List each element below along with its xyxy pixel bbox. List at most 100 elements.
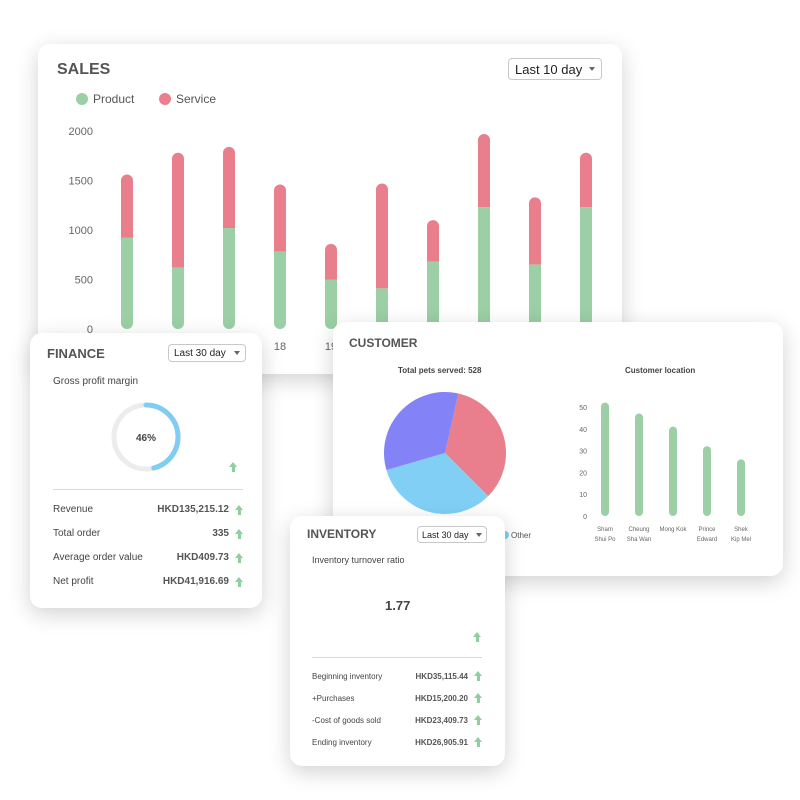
sales-bar[interactable] bbox=[376, 183, 388, 329]
trend-up-icon bbox=[473, 632, 481, 642]
y-tick-label: 30 bbox=[579, 449, 587, 456]
finance-card: FINANCE Last 30 day Gross profit margin … bbox=[30, 333, 262, 608]
location-bar[interactable] bbox=[703, 446, 711, 516]
location-bar[interactable] bbox=[669, 426, 677, 516]
finance-row-label: Revenue bbox=[53, 504, 94, 515]
trend-up-icon bbox=[229, 462, 237, 472]
sales-bar[interactable] bbox=[172, 152, 184, 329]
y-tick-label: 0 bbox=[87, 324, 93, 336]
finance-title: FINANCE bbox=[47, 346, 105, 361]
sales-bar[interactable] bbox=[121, 174, 133, 329]
sales-bar[interactable] bbox=[223, 146, 235, 329]
bar-segment-product bbox=[121, 237, 133, 329]
bar-segment-service bbox=[274, 184, 286, 252]
x-tick-label: Kip Mei bbox=[731, 537, 751, 543]
bar-segment-service bbox=[478, 133, 490, 208]
y-tick-label: 0 bbox=[583, 514, 587, 521]
sales-bar[interactable] bbox=[580, 152, 592, 329]
bar-segment-product bbox=[478, 207, 490, 329]
gauge-fill bbox=[111, 402, 181, 472]
gauge-value: 46% bbox=[136, 433, 156, 444]
pie-slice[interactable] bbox=[445, 393, 506, 497]
bar-segment-product bbox=[376, 288, 388, 329]
finance-row: Average order value HKD409.73 bbox=[53, 552, 243, 563]
legend-label-other: Other bbox=[511, 531, 531, 540]
y-tick-label: 1500 bbox=[69, 176, 93, 188]
pie-slice[interactable] bbox=[386, 453, 489, 514]
finance-row-label: Net profit bbox=[53, 576, 94, 587]
y-tick-label: 500 bbox=[75, 275, 93, 287]
finance-row-value: HKD135,215.12 bbox=[157, 504, 229, 515]
location-bar[interactable] bbox=[737, 459, 745, 516]
inventory-row: -Cost of goods sold HKD23,409.73 bbox=[312, 715, 482, 725]
divider bbox=[312, 657, 482, 658]
finance-row-value: HKD41,916.69 bbox=[162, 576, 229, 587]
sales-bar[interactable] bbox=[325, 243, 337, 329]
pie-slice[interactable] bbox=[384, 392, 459, 471]
legend-label-product: Product bbox=[93, 92, 135, 106]
legend-dot-product bbox=[76, 93, 88, 105]
sales-range-select[interactable]: Last 10 day bbox=[508, 58, 602, 80]
x-tick-label: Shui Po bbox=[594, 537, 616, 543]
finance-row-label: Average order value bbox=[53, 552, 143, 563]
sales-bar[interactable] bbox=[274, 184, 286, 329]
trend-up-icon bbox=[474, 693, 482, 703]
x-tick-label: Mong Kok bbox=[659, 527, 687, 533]
gross-margin-gauge: 46% bbox=[111, 402, 181, 472]
trend-up-icon bbox=[235, 576, 243, 587]
finance-row-label: Total order bbox=[53, 528, 101, 539]
turnover-value: 1.77 bbox=[385, 598, 411, 613]
y-tick-label: 50 bbox=[579, 405, 587, 412]
y-tick-label: 10 bbox=[579, 492, 587, 499]
x-tick-label: 18 bbox=[274, 341, 286, 353]
location-bar[interactable] bbox=[635, 413, 643, 516]
chevron-down-icon bbox=[476, 532, 482, 537]
trend-up-icon bbox=[235, 504, 243, 515]
sales-bar[interactable] bbox=[478, 133, 490, 329]
finance-row: Revenue HKD135,215.12 bbox=[53, 504, 243, 515]
inventory-row-label: Beginning inventory bbox=[312, 671, 383, 681]
sales-bar[interactable] bbox=[529, 197, 541, 329]
legend-service[interactable]: Service bbox=[159, 92, 216, 106]
y-tick-label: 40 bbox=[579, 427, 587, 434]
finance-range-select[interactable]: Last 30 day bbox=[168, 344, 246, 362]
pie-chart-title: Total pets served: 528 bbox=[398, 366, 482, 375]
trend-up-icon bbox=[235, 552, 243, 563]
bar-segment-service bbox=[376, 183, 388, 289]
x-tick-label: Edward bbox=[697, 537, 717, 543]
legend-product[interactable]: Product bbox=[76, 92, 134, 106]
y-tick-label: 2000 bbox=[69, 126, 93, 138]
customer-charts: Other 0 10 20 30 40 50 Sham Shui Po Cheung Sha Wan… bbox=[384, 392, 751, 543]
sales-bar[interactable] bbox=[427, 220, 439, 329]
bar-segment-product bbox=[427, 261, 439, 329]
bar-segment-service bbox=[580, 152, 592, 208]
location-bar[interactable] bbox=[601, 402, 609, 516]
bar-segment-service bbox=[325, 243, 337, 280]
finance-row-value: 335 bbox=[212, 528, 229, 539]
inventory-row-label: Ending inventory bbox=[312, 737, 372, 747]
x-tick-label: Shek bbox=[734, 527, 749, 533]
inventory-range-value: Last 30 day bbox=[422, 529, 469, 540]
location-chart-title: Customer location bbox=[625, 366, 696, 375]
sales-title: SALES bbox=[57, 61, 111, 78]
inventory-row-value: HKD35,115.44 bbox=[415, 671, 468, 681]
bar-segment-service bbox=[121, 174, 133, 238]
x-tick-label: Sham bbox=[597, 527, 613, 533]
finance-range-value: Last 30 day bbox=[174, 347, 226, 359]
bar-segment-service bbox=[529, 197, 541, 265]
trend-up-icon bbox=[474, 715, 482, 725]
finance-row: Total order 335 bbox=[53, 528, 243, 539]
gross-margin-label: Gross profit margin bbox=[53, 376, 139, 387]
x-tick-label: Cheung bbox=[628, 527, 649, 533]
inventory-row: Ending inventory HKD26,905.91 bbox=[312, 737, 482, 747]
trend-up-icon bbox=[235, 528, 243, 539]
inventory-range-select[interactable]: Last 30 day bbox=[417, 526, 487, 543]
bar-segment-service bbox=[223, 146, 235, 229]
trend-up-icon bbox=[474, 671, 482, 681]
legend-label-service: Service bbox=[176, 92, 217, 106]
customer-title: CUSTOMER bbox=[349, 336, 418, 350]
x-tick-label: Sha Wan bbox=[627, 537, 651, 543]
sales-card: SALES Last 10 day Product Service 0 500 10… bbox=[38, 44, 622, 374]
y-tick-label: 20 bbox=[579, 470, 587, 477]
